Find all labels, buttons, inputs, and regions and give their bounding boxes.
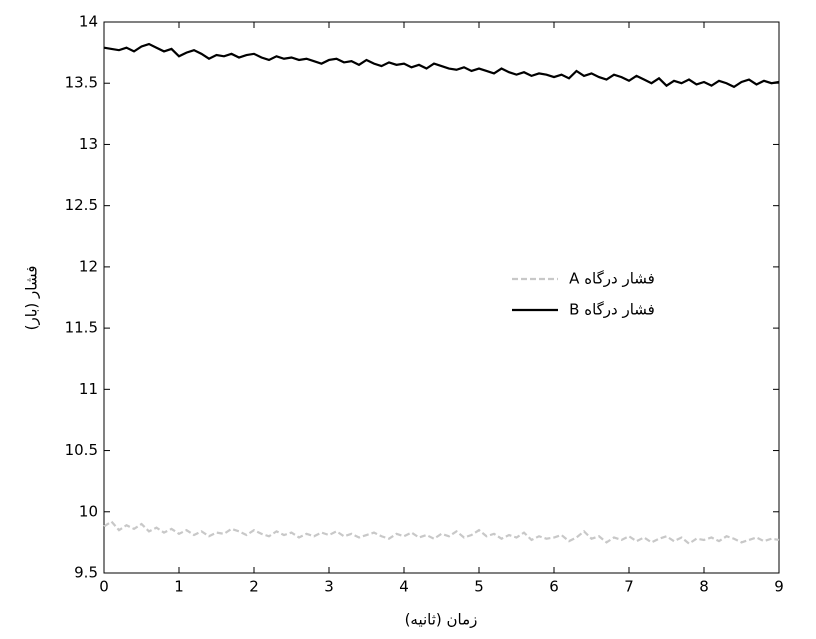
y-tick-label: 11 (79, 380, 98, 398)
legend-label: فشار درگاه A (569, 270, 655, 288)
y-tick-label: 10.5 (65, 441, 98, 459)
y-tick-label: 9.5 (74, 564, 98, 582)
data-line (103, 42, 780, 89)
y-axis-label: فشار (بار) (23, 266, 41, 331)
x-tick-label: 7 (624, 578, 634, 596)
y-tick-label: 13.5 (65, 74, 98, 92)
x-tick-label: 6 (549, 578, 559, 596)
y-tick-label: 10 (79, 502, 98, 520)
x-tick-label: 8 (699, 578, 709, 596)
legend-label: فشار درگاه B (569, 301, 655, 319)
data-line (103, 520, 780, 545)
y-tick-label: 13 (79, 135, 98, 153)
x-tick-label: 2 (249, 578, 259, 596)
x-axis-label: زمان (ثانیه) (405, 611, 478, 629)
plot-frame (103, 21, 780, 574)
x-tick-label: 4 (399, 578, 409, 596)
y-tick-label: 11.5 (65, 319, 98, 337)
x-tick-label: 3 (324, 578, 334, 596)
x-tick-label: 0 (99, 578, 109, 596)
x-tick-label: 1 (174, 578, 184, 596)
x-tick-label: 9 (774, 578, 784, 596)
y-tick-label: 12.5 (65, 196, 98, 214)
y-tick-label: 12 (79, 257, 98, 275)
y-tick-label: 14 (79, 13, 98, 31)
x-tick-label: 5 (474, 578, 484, 596)
